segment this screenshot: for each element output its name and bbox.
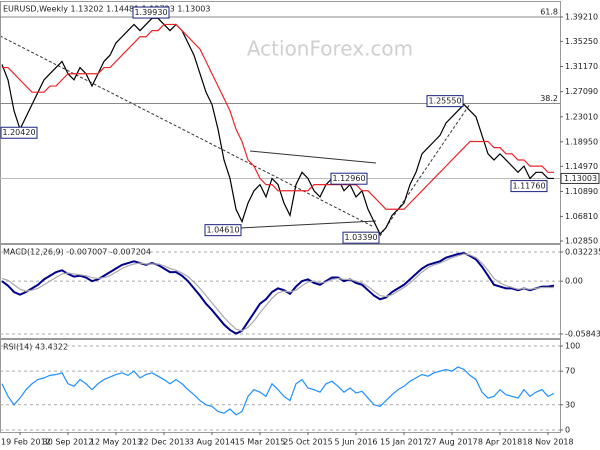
annotation-label: 1.03390 [344, 233, 377, 242]
y-tick-label: 30 [565, 400, 575, 409]
wedge-line [249, 150, 377, 164]
x-tick-label: 15 Jan 2017 [380, 438, 428, 447]
annotation-box [132, 6, 170, 19]
y-tick-label: 70 [565, 367, 575, 376]
y-tick-label: 1.10890 [565, 187, 598, 196]
panel-title: EURUSD,Weekly 1.13202 1.14481 1.12723 1.… [3, 5, 210, 14]
x-tick-label: 15 Mar 2015 [235, 438, 286, 447]
series-line [1, 366, 555, 416]
last-price-label: 1.13003 [564, 174, 597, 183]
y-tick-label: 1.35250 [565, 37, 598, 46]
annotation-box [426, 95, 464, 108]
annotation-label: 1.39930 [134, 8, 167, 17]
series-line [1, 252, 555, 335]
annotation-box [0, 126, 38, 139]
x-tick-label: 3 Aug 2014 [189, 438, 235, 447]
y-tick-label: 1.31170 [565, 62, 598, 71]
watermark: ActionForex.com [247, 37, 413, 61]
fib-label: 61.8 [540, 7, 558, 16]
y-tick-label: 100 [565, 341, 580, 350]
x-tick-label: 22 Dec 2013 [138, 438, 189, 447]
series-line [1, 253, 554, 332]
x-tick-label: 19 Feb 2012 [1, 438, 51, 447]
y-tick-label: 0.032235 [565, 248, 600, 257]
annotation-label: 1.20420 [2, 128, 35, 137]
x-tick-label: 12 May 2013 [90, 438, 142, 447]
annotation-label: 1.25550 [428, 97, 461, 106]
wedge-line [239, 220, 377, 229]
annotation-label: 1.04610 [206, 226, 239, 235]
panel-frame [0, 1, 561, 244]
y-tick-label: 0 [565, 425, 570, 434]
annotation-box [204, 224, 242, 237]
y-tick-label: 1.18950 [565, 137, 598, 146]
fib-label: 38.2 [540, 94, 558, 103]
annotation-label: 1.11760 [512, 182, 545, 191]
last-price-box [560, 172, 600, 184]
y-tick-label: 0.00 [565, 277, 583, 286]
y-tick-label: 1.23010 [565, 112, 598, 121]
x-tick-label: 5 Jun 2016 [334, 438, 377, 447]
x-tick-label: 25 Oct 2015 [283, 438, 332, 447]
x-tick-label: 18 Nov 2018 [522, 438, 573, 447]
annotation-box [342, 231, 380, 244]
panel-frame [0, 244, 561, 339]
panel-title: MACD(12,26,9) -0.007007 -0.007204 [3, 248, 151, 257]
y-tick-label: 1.06810 [565, 212, 598, 221]
x-tick-label: 27 Aug 2017 [426, 438, 477, 447]
y-tick-label: 1.02850 [565, 236, 598, 245]
y-tick-label: 1.14970 [565, 162, 598, 171]
trendline [379, 103, 471, 237]
annotation-box [330, 172, 368, 185]
panel-title: RSI(14) 43.4322 [3, 343, 68, 352]
y-tick-label: 1.27090 [565, 87, 598, 96]
panel-frame [0, 339, 561, 433]
y-tick-label: 1.39210 [565, 12, 598, 21]
y-tick-label: -0.058434 [565, 329, 600, 338]
x-tick-label: 8 Apr 2018 [478, 438, 522, 447]
annotation-box [510, 180, 548, 193]
x-tick-label: 30 Sep 2012 [43, 438, 94, 447]
annotation-label: 1.12960 [332, 174, 365, 183]
series-line [2, 23, 554, 210]
